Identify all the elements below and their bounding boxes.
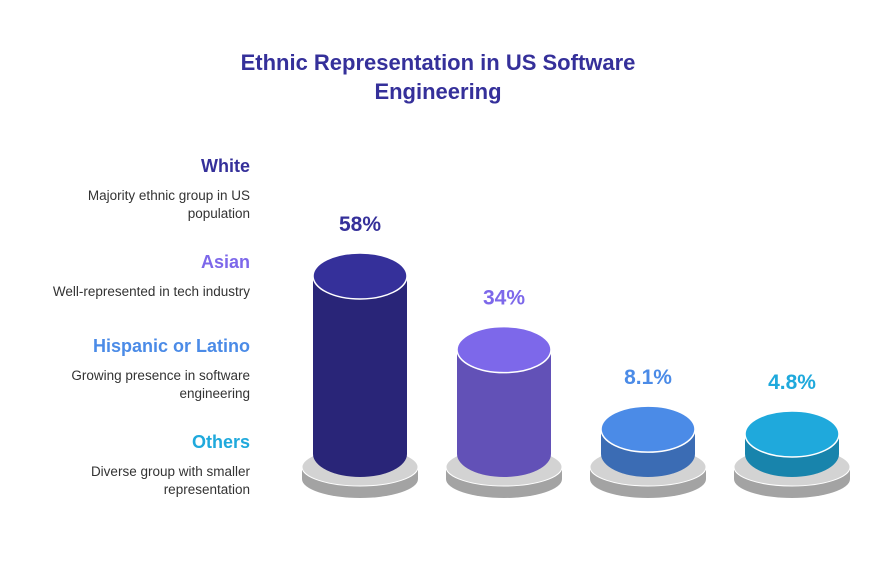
- legend-item-asian: Asian Well-represented in tech industry: [20, 250, 250, 301]
- legend-desc-others: Diverse group with smaller representatio…: [20, 463, 250, 499]
- legend-name-hispanic: Hispanic or Latino: [92, 336, 250, 356]
- legend-desc-white-line-2: population: [187, 206, 250, 221]
- data-label-3: 8.1%: [624, 366, 672, 389]
- legend-desc-hispanic: Growing presence in software engineering: [20, 367, 250, 403]
- bar-1: 58%: [301, 213, 419, 498]
- bar-2: 34%: [445, 287, 563, 498]
- data-label-2: 34%: [483, 287, 525, 310]
- bar-top: [744, 410, 840, 458]
- chart-title: Ethnic Representation in US Software Eng…: [188, 48, 688, 106]
- legend-desc-others-line-1: Diverse group with smaller: [90, 464, 250, 479]
- bar-body: [313, 276, 407, 454]
- bar-4: 4.8%: [733, 371, 851, 498]
- bar-top: [600, 405, 696, 453]
- legend-desc-asian: Well-represented in tech industry: [20, 283, 250, 301]
- legend-item-others: Others Diverse group with smaller repres…: [20, 430, 250, 499]
- legend-name-others: Others: [191, 432, 250, 452]
- bar-top: [456, 325, 552, 374]
- chart-title-line-1: Ethnic Representation in US Software: [240, 50, 636, 75]
- legend-item-hispanic: Hispanic or Latino Growing presence in s…: [20, 334, 250, 403]
- chart-title-line-2: Engineering: [374, 79, 502, 104]
- legend-name-white: White: [201, 156, 250, 176]
- legend-item-white: White Majority ethnic group in US popula…: [20, 154, 250, 223]
- bar-top: [312, 252, 408, 300]
- legend-desc-white: Majority ethnic group in US population: [20, 187, 250, 223]
- legend-desc-hispanic-line-1: Growing presence in software: [71, 368, 250, 383]
- data-label-4: 4.8%: [768, 371, 816, 394]
- legend-name-asian: Asian: [200, 252, 250, 272]
- legend-desc-others-line-2: representation: [163, 482, 250, 497]
- bar-3: 8.1%: [589, 366, 707, 498]
- data-label-1: 58%: [339, 213, 381, 236]
- legend-desc-white-line-1: Majority ethnic group in US: [87, 188, 250, 203]
- legend-desc-hispanic-line-2: engineering: [179, 386, 250, 401]
- legend-desc-asian-line-1: Well-represented in tech industry: [52, 284, 250, 299]
